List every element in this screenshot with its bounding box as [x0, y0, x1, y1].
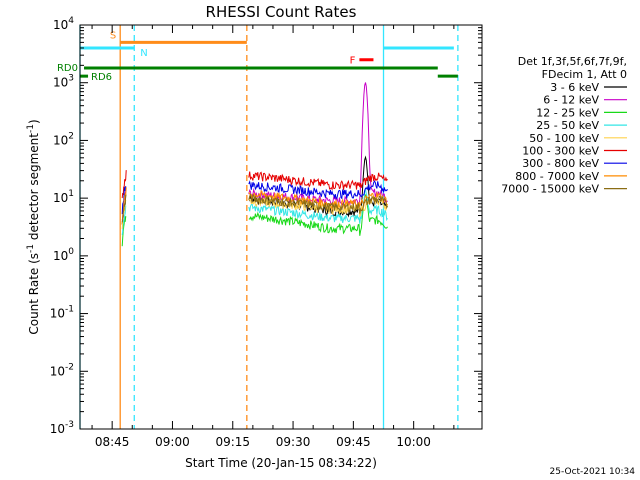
- legend-header-line-1: Det 1f,3f,5f,6f,7f,9f,: [518, 55, 627, 68]
- series-trace: [121, 170, 388, 199]
- series-trace: [121, 187, 388, 235]
- rd6-label: RD6: [91, 72, 112, 83]
- saa-label: S: [110, 30, 116, 41]
- rd0-label: RD0: [57, 63, 78, 74]
- x-tick-label: 09:30: [276, 435, 311, 449]
- footer-timestamp: 25-Oct-2021 10:34: [550, 467, 636, 477]
- x-axis-label: Start Time (20-Jan-15 08:34:22): [185, 456, 377, 470]
- plot-frame: [79, 24, 483, 430]
- x-tick-label: 09:15: [215, 435, 250, 449]
- series-line-segment: [248, 82, 388, 207]
- series-line-segment: [121, 186, 127, 215]
- legend-item-label: 3 - 6 keV: [550, 81, 599, 94]
- series-line-segment: [121, 194, 127, 223]
- y-axis-label-part-3: ): [27, 119, 41, 124]
- x-tick-label: 10:00: [396, 435, 431, 449]
- legend-item-label: 300 - 800 keV: [522, 157, 599, 170]
- legend-header-line-2: FDecim 1, Att 0: [542, 68, 627, 81]
- series-line-segment: [121, 205, 127, 235]
- series-line-segment: [248, 171, 388, 191]
- y-axis-label-sup-2: -1: [26, 124, 36, 133]
- legend: Det 1f,3f,5f,6f,7f,9f, FDecim 1, Att 0 3…: [501, 55, 627, 196]
- y-tick-label: 10-3: [50, 420, 74, 436]
- x-tick-label: 09:45: [336, 435, 371, 449]
- y-axis-label: Count Rate (s-1 detector segment-1): [26, 119, 41, 334]
- x-tick-label: 09:00: [155, 435, 190, 449]
- y-tick-label: 103: [53, 74, 74, 90]
- legend-item-label: 50 - 100 keV: [529, 132, 599, 145]
- series-trace: [121, 192, 388, 223]
- legend-item-label: 25 - 50 keV: [536, 119, 599, 132]
- chart-title: RHESSI Count Rates: [206, 3, 357, 21]
- series-line-segment: [248, 155, 388, 218]
- y-axis-label-sup-1: -1: [26, 244, 36, 253]
- series-line-segment: [121, 170, 127, 199]
- legend-item-label: 12 - 25 keV: [536, 106, 599, 119]
- x-axis-ticks: 08:45 09:00 09:15 09:30 09:45 10:00: [91, 25, 455, 449]
- y-axis-label-part-1: Count Rate (s: [27, 253, 41, 335]
- y-tick-label: 104: [53, 16, 74, 32]
- series-line-segment: [121, 215, 127, 247]
- y-axis-ticks: 10-3 10-2 10-1 100 101 102 103 104: [50, 16, 482, 436]
- flare-label: F: [350, 56, 356, 67]
- y-tick-label: 100: [53, 247, 74, 263]
- y-axis-label-part-2: detector segment: [27, 133, 41, 244]
- night-label: N: [140, 48, 147, 59]
- series-line-segment: [248, 187, 388, 224]
- y-tick-label: 10-1: [50, 305, 74, 321]
- plot-area: S N F RD0 RD6: [57, 25, 459, 429]
- y-tick-label: 10-2: [50, 362, 74, 378]
- legend-item-label: 7000 - 15000 keV: [501, 183, 599, 196]
- series-line-segment: [248, 192, 388, 214]
- series-line-segment: [248, 180, 388, 200]
- y-tick-label: 102: [53, 131, 74, 147]
- legend-item-label: 100 - 300 keV: [522, 145, 599, 158]
- legend-item-label: 6 - 12 keV: [543, 94, 599, 107]
- x-tick-label: 08:45: [95, 435, 130, 449]
- legend-item-label: 800 - 7000 keV: [515, 170, 599, 183]
- y-tick-label: 101: [53, 189, 74, 205]
- series-trace: [121, 180, 388, 215]
